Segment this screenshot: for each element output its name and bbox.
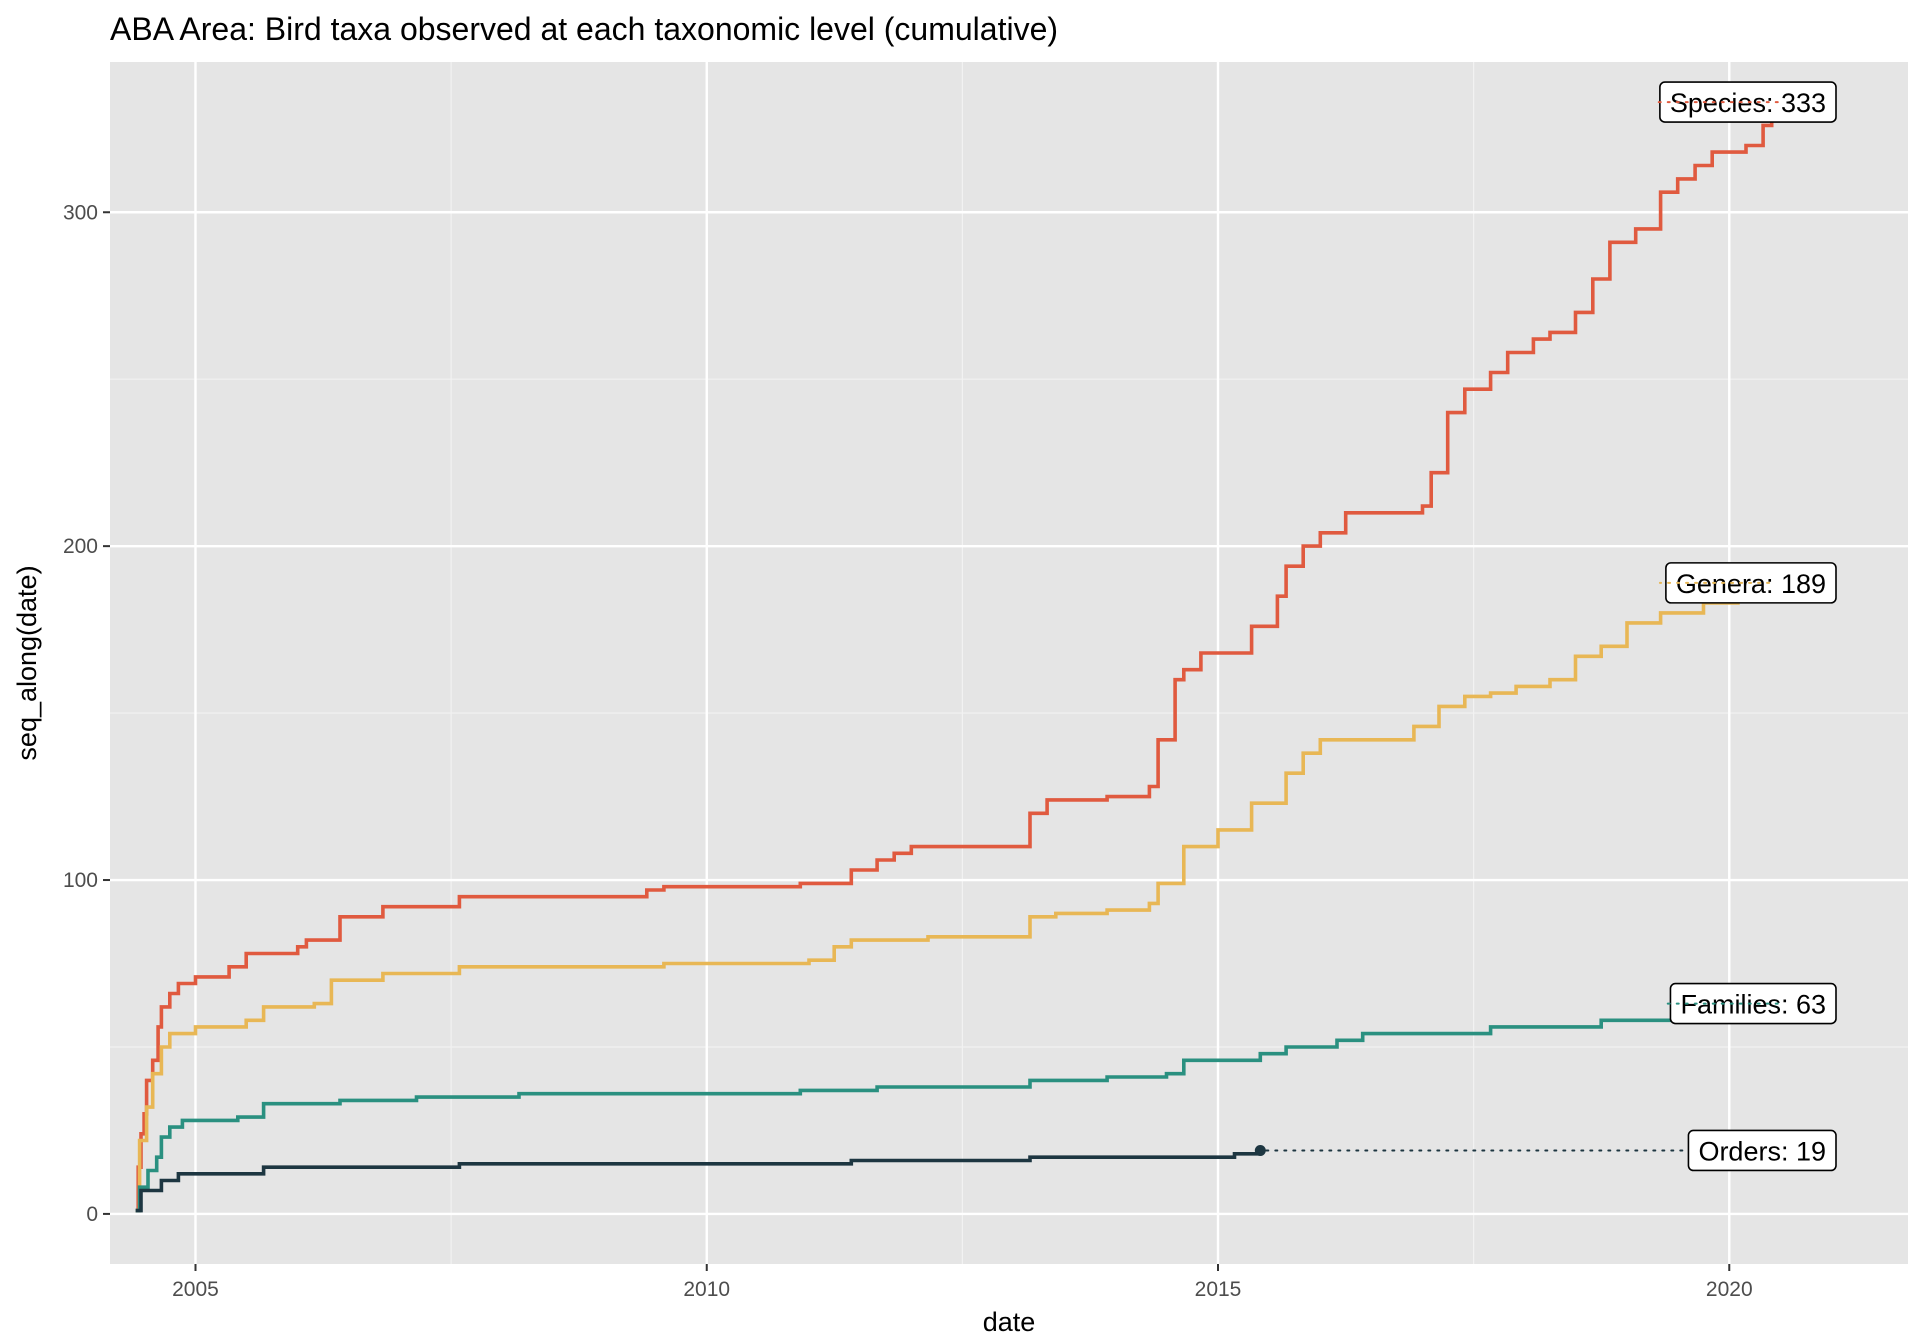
end-label-text: Orders: 19 [1698, 1136, 1826, 1166]
series-line [135, 1150, 1263, 1213]
chart-title: ABA Area: Bird taxa observed at each tax… [110, 11, 1058, 47]
y-tick-label: 0 [86, 1203, 98, 1226]
end-label-box [1687, 1129, 1837, 1172]
axis-ticks [103, 211, 1731, 1271]
x-tick-label: 2005 [172, 1278, 219, 1301]
y-tick-label: 100 [63, 869, 98, 892]
y-axis-title: seq_along(date) [12, 565, 42, 760]
end-label-text: Families: 63 [1680, 990, 1826, 1020]
series-line [135, 1003, 1774, 1213]
end-label: Orders: 19 [1687, 1129, 1837, 1172]
minor-gridlines [110, 62, 1908, 1264]
y-axis-tick-labels: 0 100 200 300 [63, 201, 98, 1226]
plot-panel [110, 62, 1908, 1264]
end-label-text: Species: 333 [1670, 88, 1826, 118]
x-axis-title: date [983, 1307, 1036, 1337]
series-line [135, 582, 1765, 1213]
major-gridlines [110, 62, 1908, 1264]
end-label: Families: 63 [1669, 982, 1837, 1025]
x-tick-label: 2010 [683, 1278, 730, 1301]
series-line [135, 102, 1774, 1213]
y-tick-label: 300 [63, 201, 98, 224]
series-end-point [1254, 1144, 1266, 1156]
y-tick-label: 200 [63, 535, 98, 558]
x-axis-tick-labels: 2005 2010 2015 2020 [172, 1278, 1752, 1301]
x-tick-label: 2020 [1706, 1278, 1753, 1301]
x-tick-label: 2015 [1195, 1278, 1242, 1301]
series-lines [135, 102, 1774, 1213]
